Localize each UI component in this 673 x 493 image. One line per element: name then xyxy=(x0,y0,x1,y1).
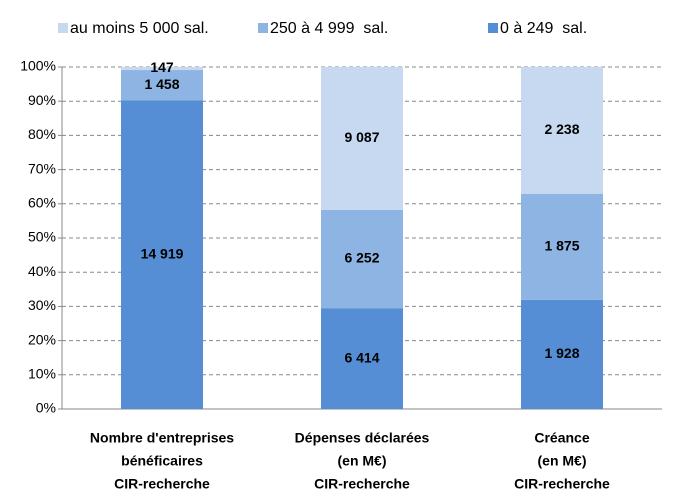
legend-label: au moins 5 000 sal. xyxy=(70,20,209,37)
y-tick-label: 10% xyxy=(28,366,56,382)
data-label: 1 875 xyxy=(544,237,579,253)
bar-segment xyxy=(121,67,203,71)
x-tick-label: CIR-recherche xyxy=(314,476,410,492)
y-tick-label: 30% xyxy=(28,297,56,313)
x-tick-label: bénéficaires xyxy=(121,453,203,469)
data-label: 1 458 xyxy=(144,76,179,92)
y-tick-label: 100% xyxy=(20,58,56,74)
legend-swatch xyxy=(58,23,68,33)
y-tick-label: 60% xyxy=(28,195,56,211)
x-tick-label: CIR-recherche xyxy=(114,476,210,492)
data-label: 14 919 xyxy=(141,245,184,261)
legend-swatch xyxy=(488,23,498,33)
data-label: 2 238 xyxy=(544,121,579,137)
data-label: 6 414 xyxy=(344,349,379,365)
bar-segment xyxy=(521,67,603,194)
y-tick-label: 70% xyxy=(28,160,56,176)
x-tick-label: CIR-recherche xyxy=(514,476,610,492)
data-label: 147 xyxy=(150,59,174,75)
bar-segment xyxy=(321,209,403,309)
x-tick-label: Créance xyxy=(534,430,589,446)
x-tick-label: (en M€) xyxy=(338,453,387,469)
y-tick-label: 50% xyxy=(28,229,56,245)
x-tick-label: Dépenses déclarées xyxy=(295,430,430,446)
bar-segment xyxy=(521,299,603,409)
x-tick-label: Nombre d'entreprises xyxy=(90,430,234,446)
y-tick-label: 90% xyxy=(28,92,56,108)
data-label: 6 252 xyxy=(344,250,379,266)
bar-segment xyxy=(321,67,403,210)
legend-label: 0 à 249 sal. xyxy=(500,20,587,37)
bar-segment xyxy=(321,308,403,409)
bar-segment xyxy=(121,100,203,409)
legend-swatch xyxy=(258,23,268,33)
legend-label: 250 à 4 999 sal. xyxy=(270,20,388,37)
data-label: 1 928 xyxy=(544,345,579,361)
y-tick-label: 0% xyxy=(36,400,56,416)
x-tick-label: (en M€) xyxy=(538,453,587,469)
data-label: 9 087 xyxy=(344,129,379,145)
bar-segment xyxy=(521,193,603,300)
bar-segment xyxy=(121,70,203,101)
y-tick-label: 40% xyxy=(28,263,56,279)
y-tick-label: 20% xyxy=(28,331,56,347)
y-tick-label: 80% xyxy=(28,126,56,142)
